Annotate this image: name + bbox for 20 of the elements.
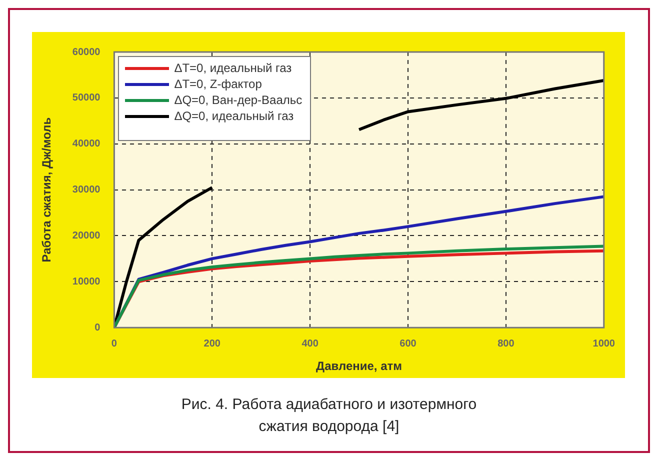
x-tick-label: 400 [302,338,319,350]
y-tick-label: 30000 [72,184,101,196]
y-tick-label: 40000 [72,138,101,150]
text: Рис. 4. Работа адиабатного и изотермного сжатия водорода [4] [180,395,478,437]
y-tick-label: 60000 [72,46,101,58]
y-tick-label: 20000 [72,230,101,242]
y-tick-label: 10000 [72,276,101,288]
legend-label: ΔT=0, Z-фактор [174,77,262,91]
x-tick-label: 600 [400,338,417,350]
x-tick-label: 200 [204,338,221,350]
y-tick-label: 0 [94,322,101,334]
x-tick-label: 1000 [592,338,616,350]
legend-label: ΔT=0, идеальный газ [174,61,292,75]
y-axis-title: Работа сжатия, Дж/моль [40,117,54,262]
legend-label: ΔQ=0, Ван-дер-Ваальс [174,93,302,107]
x-tick-label: 0 [111,338,118,350]
y-tick-label: 50000 [72,92,101,104]
x-axis-title: Давление, атм [316,359,402,374]
legend-label: ΔQ=0, идеальный газ [174,109,294,123]
x-tick-label: 800 [498,338,515,350]
